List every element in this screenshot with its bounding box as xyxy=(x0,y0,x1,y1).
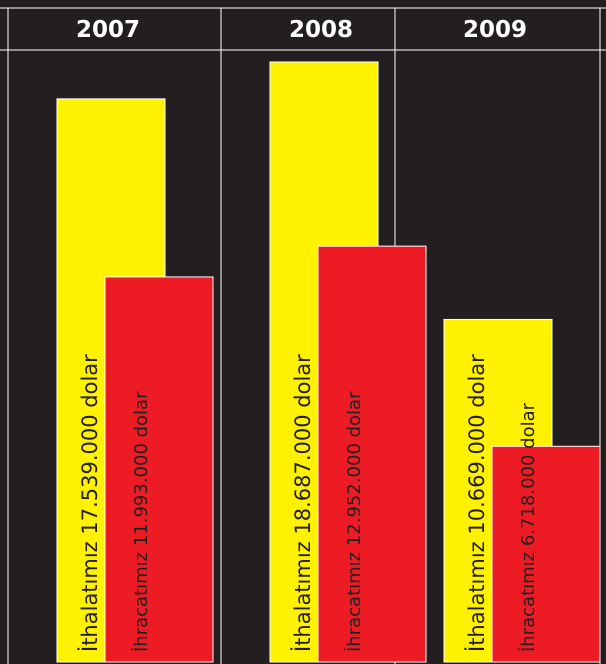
import-label-2008: İthalatımız 18.687.000 dolar xyxy=(290,354,315,652)
export-bar-2008 xyxy=(317,245,427,663)
export-bar-2009 xyxy=(491,445,601,663)
export-label-2007: İhracatımız 11.993.000 dolar xyxy=(131,391,152,652)
export-label-2009: İhracatımız 6.718.000 dolar xyxy=(518,402,539,652)
year-label-2007: 2007 xyxy=(76,17,140,43)
import-label-2007: İthalatımız 17.539.000 dolar xyxy=(77,354,102,652)
year-label-2008: 2008 xyxy=(289,17,353,43)
import-label-2009: İthalatımız 10.669.000 dolar xyxy=(464,354,489,652)
export-label-2008: İhracatımız 12.952.000 dolar xyxy=(344,391,365,652)
year-label-2009: 2009 xyxy=(463,17,527,43)
export-bar-2007 xyxy=(104,276,214,663)
